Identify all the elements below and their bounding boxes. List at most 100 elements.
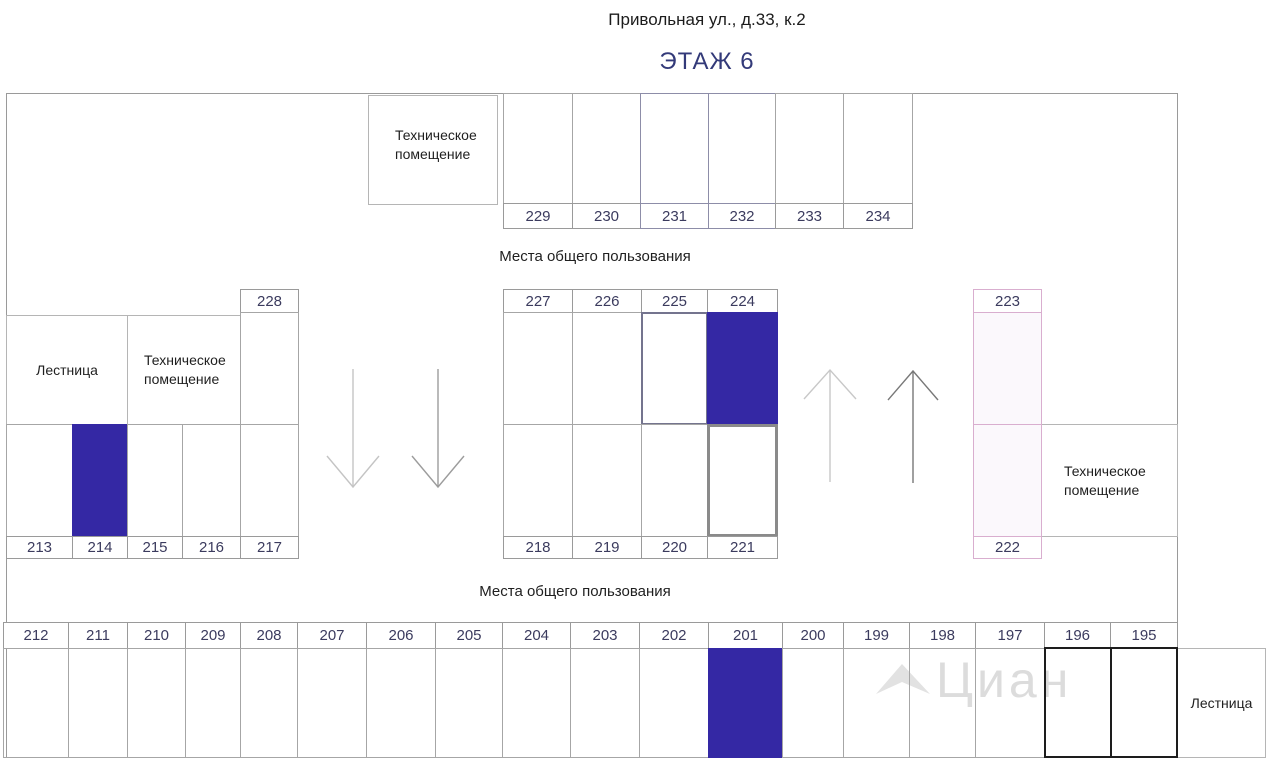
cian-watermark-text: Циан <box>936 652 1073 708</box>
unit-233-cell[interactable] <box>775 93 844 204</box>
unit-197-label: 197 <box>975 622 1045 649</box>
unit-205-cell[interactable] <box>435 648 503 758</box>
unit-number-text: 197 <box>997 627 1023 644</box>
cian-bird-icon <box>876 664 930 694</box>
staircase-room-left: Лестница <box>6 315 128 425</box>
unit-number-text: 195 <box>1131 627 1157 644</box>
unit-number-text: 196 <box>1064 627 1091 644</box>
unit-212-cell[interactable] <box>3 648 69 758</box>
unit-203-cell[interactable] <box>570 648 640 758</box>
unit-229-cell[interactable] <box>503 93 573 204</box>
unit-230-cell[interactable] <box>572 93 641 204</box>
unit-number-text: 206 <box>388 627 414 644</box>
unit-227-cell[interactable] <box>503 312 573 425</box>
unit-number-text: 216 <box>198 539 225 556</box>
unit-number-text: 224 <box>729 292 756 310</box>
unit-213-cell[interactable] <box>6 424 73 537</box>
unit-number-text: 232 <box>729 207 755 225</box>
unit-number-text: 230 <box>593 207 620 225</box>
unit-202-cell[interactable] <box>639 648 709 758</box>
unit-229-label: 229 <box>503 203 573 229</box>
unit-number-text: 212 <box>23 627 49 644</box>
unit-217-label: 217 <box>240 536 299 559</box>
unit-number-text: 218 <box>525 539 551 556</box>
unit-209-cell[interactable] <box>185 648 241 758</box>
unit-219-cell[interactable] <box>572 424 642 537</box>
unit-231-label: 231 <box>640 203 709 229</box>
unit-209-label: 209 <box>185 622 241 649</box>
unit-214-cell[interactable] <box>72 424 128 537</box>
unit-199-label: 199 <box>843 622 910 649</box>
unit-225-label: 225 <box>641 289 708 313</box>
unit-203-label: 203 <box>570 622 640 649</box>
unit-230-label: 230 <box>572 203 641 229</box>
unit-200-label: 200 <box>782 622 844 649</box>
unit-211-cell[interactable] <box>68 648 128 758</box>
unit-215-cell[interactable] <box>127 424 183 537</box>
unit-number-text: 203 <box>592 627 618 644</box>
unit-224-cell[interactable] <box>707 312 778 425</box>
unit-223-cell[interactable] <box>973 312 1042 425</box>
unit-222-cell[interactable] <box>973 424 1042 537</box>
unit-206-cell[interactable] <box>366 648 436 758</box>
staircase-room-left-label: Лестница <box>36 361 98 378</box>
unit-197-cell[interactable] <box>975 648 1045 758</box>
unit-number-text: 205 <box>456 627 482 644</box>
unit-231-cell[interactable] <box>640 93 709 204</box>
unit-number-text: 204 <box>523 627 550 644</box>
unit-number-text: 210 <box>143 627 170 644</box>
unit-204-label: 204 <box>502 622 571 649</box>
unit-204-cell[interactable] <box>502 648 571 758</box>
unit-226-cell[interactable] <box>572 312 642 425</box>
unit-232-cell[interactable] <box>708 93 776 204</box>
down-arrow-icon-dark <box>411 369 465 489</box>
unit-201-label: 201 <box>708 622 783 649</box>
unit-number-text: 217 <box>256 539 283 556</box>
unit-221-cell[interactable] <box>707 424 778 537</box>
unit-224-label: 224 <box>707 289 778 313</box>
unit-216-cell[interactable] <box>182 424 241 537</box>
unit-210-cell[interactable] <box>127 648 186 758</box>
unit-208-cell[interactable] <box>240 648 298 758</box>
common-area-label-top: Места общего пользования <box>499 248 691 265</box>
staircase-room-bottom-label: Лестница <box>1190 694 1253 711</box>
technical-room-middle: Техническое помещение <box>127 315 241 425</box>
unit-218-cell[interactable] <box>503 424 573 537</box>
floor-title: ЭТАЖ 6 <box>659 48 755 75</box>
unit-number-text: 228 <box>256 292 283 310</box>
unit-number-text: 198 <box>929 627 956 644</box>
technical-room-right-label: Техническое помещение <box>1064 462 1146 498</box>
unit-number-text: 209 <box>200 627 226 644</box>
unit-195-label: 195 <box>1110 622 1178 649</box>
unit-215-label: 215 <box>127 536 183 559</box>
unit-199-cell[interactable] <box>843 648 910 758</box>
unit-number-text: 200 <box>800 627 826 644</box>
unit-234-cell[interactable] <box>843 93 913 204</box>
units-196-195-divider <box>1110 647 1112 758</box>
unit-number-text: 223 <box>994 292 1021 310</box>
unit-number-text: 208 <box>256 627 282 644</box>
unit-200-cell[interactable] <box>782 648 844 758</box>
unit-number-text: 225 <box>661 292 688 310</box>
unit-number-text: 207 <box>319 627 345 644</box>
unit-233-label: 233 <box>775 203 844 229</box>
unit-228-cell[interactable] <box>240 312 299 425</box>
unit-198-cell[interactable] <box>909 648 976 758</box>
unit-219-label: 219 <box>572 536 642 559</box>
unit-207-cell[interactable] <box>297 648 367 758</box>
unit-226-label: 226 <box>572 289 642 313</box>
unit-number-text: 220 <box>661 539 688 556</box>
technical-room-top: Техническое помещение <box>368 95 498 205</box>
unit-number-text: 226 <box>594 292 620 310</box>
unit-223-label: 223 <box>973 289 1042 313</box>
unit-234-label: 234 <box>843 203 913 229</box>
unit-201-cell[interactable] <box>708 648 783 758</box>
unit-225-cell[interactable] <box>641 312 708 425</box>
unit-228-label: 228 <box>240 289 299 313</box>
unit-220-cell[interactable] <box>641 424 708 537</box>
technical-room-top-label: Техническое помещение <box>395 127 477 162</box>
unit-number-text: 215 <box>142 539 168 556</box>
unit-number-text: 213 <box>26 539 53 556</box>
unit-217-cell[interactable] <box>240 424 299 537</box>
